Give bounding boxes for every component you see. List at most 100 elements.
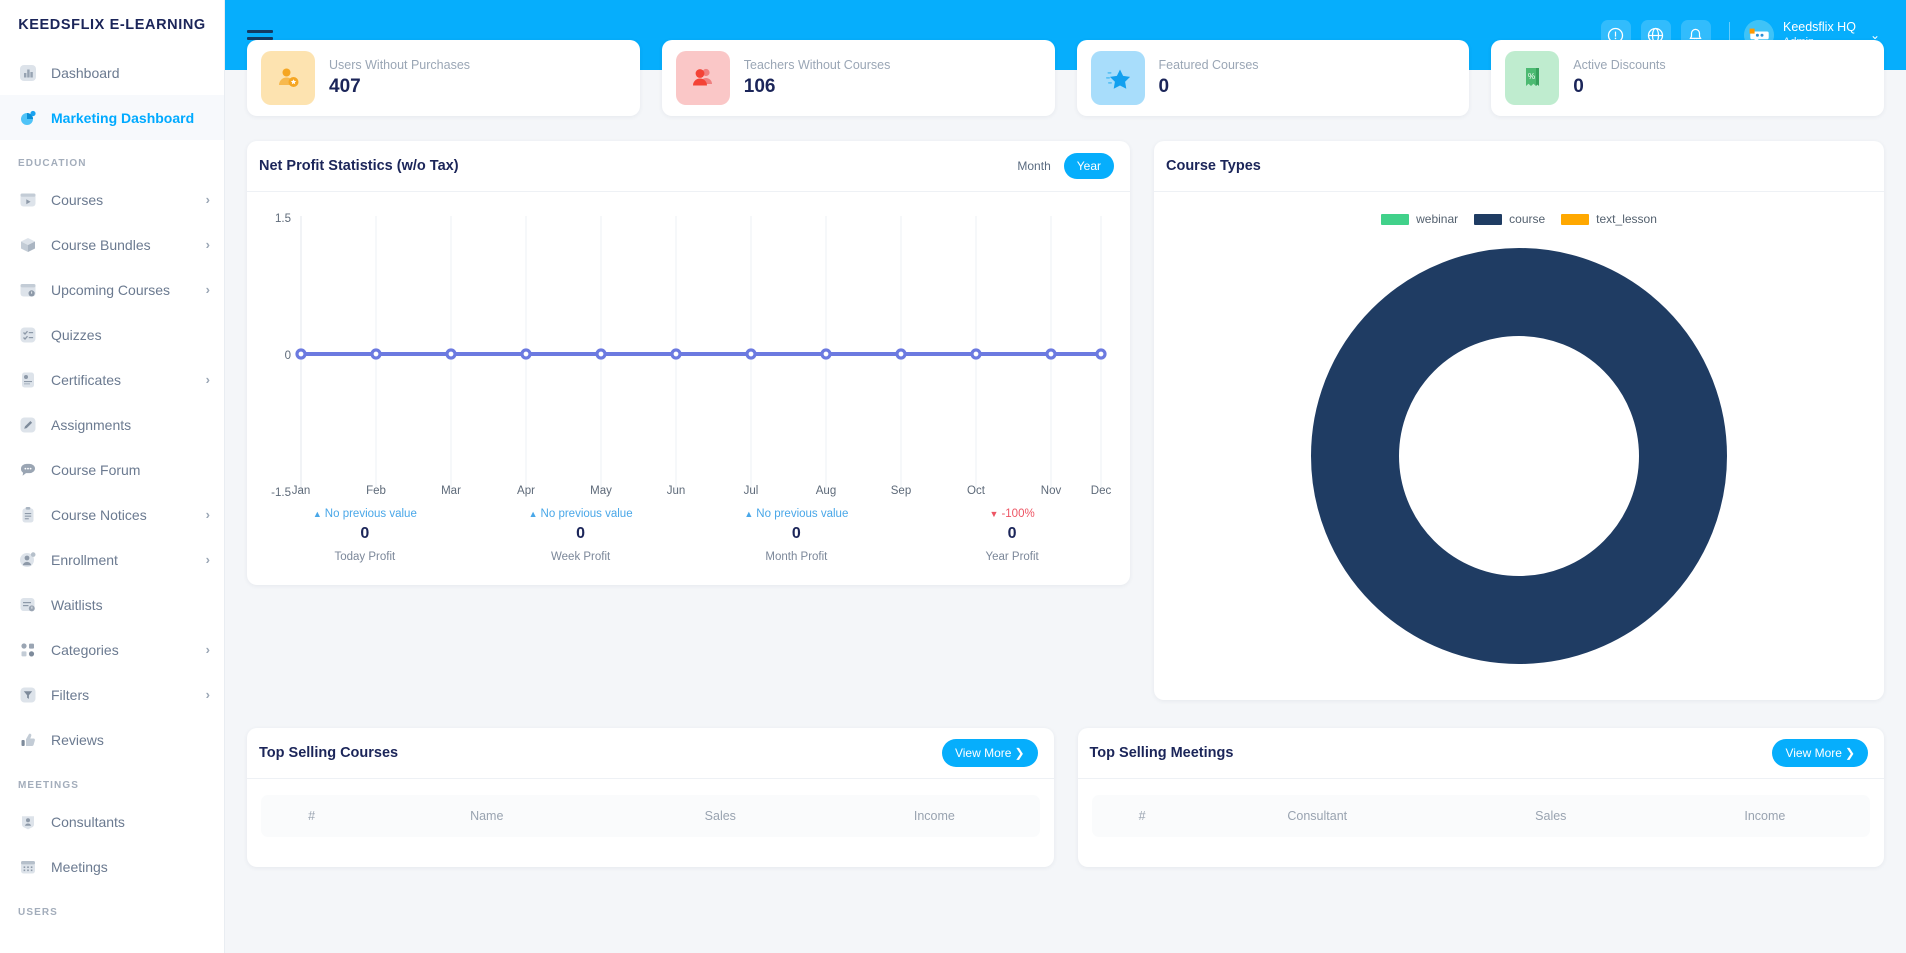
sidebar-item-label: Quizzes [51, 326, 102, 343]
pie-chart-icon [18, 108, 37, 127]
svg-text:Sep: Sep [891, 485, 911, 497]
stat-card-users-without-purchases[interactable]: Users Without Purchases 407 [247, 40, 640, 116]
sidebar-item-waitlists[interactable]: Waitlists [0, 582, 224, 627]
top-selling-courses-panel: Top Selling Courses View More ❯ # Name S… [247, 728, 1054, 867]
svg-text:Jan: Jan [292, 485, 311, 497]
chat-icon [18, 460, 37, 479]
sidebar-section-meetings: Consultants Meetings [0, 799, 224, 889]
profit-today: ▲ No previous value 0 Today Profit [257, 508, 473, 563]
stat-card-active-discounts[interactable]: % Active Discounts 0 [1491, 40, 1884, 116]
legend-swatch [1561, 213, 1590, 225]
sidebar-item-dashboard[interactable]: Dashboard [0, 50, 224, 95]
stat-card-title: Featured Courses [1158, 58, 1259, 72]
svg-text:Mar: Mar [441, 485, 461, 497]
period-year-button[interactable]: Year [1063, 153, 1114, 179]
sidebar-item-enrollment[interactable]: Enrollment › [0, 537, 224, 582]
sidebar-item-label: Certificates [51, 371, 122, 388]
sidebar-item-label: Enrollment [51, 551, 118, 568]
sidebar-item-label: Categories [51, 641, 119, 658]
period-month-button[interactable]: Month [1017, 159, 1051, 173]
donut-legend: webinar course text_lesson [1381, 212, 1657, 226]
profit-label: Year Profit [985, 551, 1039, 563]
panels-row: Net Profit Statistics (w/o Tax) Month Ye… [247, 141, 1884, 700]
chevron-right-icon: › [205, 372, 210, 387]
column-header: # [308, 809, 316, 823]
sidebar-item-course-forum[interactable]: Course Forum [0, 447, 224, 492]
sidebar-section-users-label: USERS [18, 907, 58, 918]
sidebar-item-course-bundles[interactable]: Course Bundles › [0, 222, 224, 267]
donut-chart [1311, 248, 1727, 664]
svg-text:0: 0 [285, 350, 291, 362]
chevron-right-icon: ❯ [1014, 746, 1025, 760]
legend-label: text_lesson [1596, 212, 1657, 226]
sidebar-item-label: Course Notices [51, 506, 147, 523]
pencil-icon [18, 415, 37, 434]
chevron-right-icon: › [205, 507, 210, 522]
sidebar-item-upcoming-courses[interactable]: Upcoming Courses › [0, 267, 224, 312]
brand-logo: KEEDSFLIX E-LEARNING [18, 17, 206, 33]
sidebar-item-label: Course Forum [51, 461, 141, 478]
arrow-up-icon: ▲ [744, 509, 754, 519]
column-header: Sales [1535, 809, 1567, 823]
legend-item-text-lesson[interactable]: text_lesson [1561, 212, 1657, 226]
legend-item-course[interactable]: course [1474, 212, 1545, 226]
sidebar-item-categories[interactable]: Categories › [0, 627, 224, 672]
stat-card-value: 106 [743, 76, 776, 97]
panel-title: Net Profit Statistics (w/o Tax) [259, 158, 459, 174]
stat-card-value: 0 [1158, 76, 1170, 97]
sidebar-item-consultants[interactable]: Consultants [0, 799, 224, 844]
sidebar-item-quizzes[interactable]: Quizzes [0, 312, 224, 357]
svg-text:Oct: Oct [967, 485, 986, 497]
view-more-courses-button[interactable]: View More ❯ [941, 739, 1038, 767]
legend-item-webinar[interactable]: webinar [1381, 212, 1458, 226]
sidebar-item-assignments[interactable]: Assignments [0, 402, 224, 447]
sidebar-item-label: Upcoming Courses [51, 281, 171, 298]
panel-title: Course Types [1166, 158, 1261, 174]
profit-value: 0 [791, 525, 801, 542]
sidebar-item-marketing-dashboard[interactable]: Marketing Dashboard [0, 95, 224, 140]
clipboard-icon [18, 505, 37, 524]
thumbs-up-icon [18, 730, 37, 749]
svg-text:-1.5: -1.5 [271, 487, 291, 496]
profit-delta: No previous value [540, 508, 633, 520]
profit-delta: -100% [1001, 508, 1035, 520]
sidebar-item-label: Filters [51, 686, 90, 703]
tables-row: Top Selling Courses View More ❯ # Name S… [247, 728, 1884, 867]
profit-summary-row: ▲ No previous value 0 Today Profit ▲ No pr… [247, 502, 1130, 585]
legend-swatch [1381, 213, 1410, 225]
sidebar-section-education: Courses › Course Bundles › Upcoming Cour… [0, 177, 224, 762]
bar-chart-icon [18, 63, 37, 82]
sidebar-item-filters[interactable]: Filters › [0, 672, 224, 717]
course-types-panel: Course Types webinar course [1154, 141, 1884, 700]
course-types-chart: webinar course text_lesson [1154, 192, 1884, 700]
column-header: # [1138, 809, 1146, 823]
profit-week: ▲ No previous value 0 Week Profit [473, 508, 689, 563]
sidebar-item-meetings[interactable]: Meetings [0, 844, 224, 889]
view-more-label: View More [954, 746, 1012, 760]
stat-card-featured-courses[interactable]: Featured Courses 0 [1076, 40, 1470, 116]
sidebar-item-label: Course Bundles [51, 236, 151, 253]
sidebar-item-course-notices[interactable]: Course Notices › [0, 492, 224, 537]
profit-delta: No previous value [324, 508, 417, 520]
chevron-right-icon: › [205, 687, 210, 702]
svg-text:Jun: Jun [667, 485, 686, 497]
hamburger-icon[interactable] [247, 26, 273, 44]
table-header-row: # Consultant Sales Income [1091, 795, 1870, 837]
video-course-icon [18, 190, 37, 209]
view-more-meetings-button[interactable]: View More ❯ [1772, 739, 1868, 767]
sidebar-item-certificates[interactable]: Certificates › [0, 357, 224, 402]
svg-text:May: May [590, 485, 612, 497]
svg-text:Dec: Dec [1091, 485, 1112, 497]
grid-icon [18, 640, 37, 659]
column-header: Name [470, 809, 504, 823]
sidebar-item-courses[interactable]: Courses › [0, 177, 224, 222]
user-name: Keedsflix HQ [1782, 20, 1856, 35]
stat-card-teachers-without-courses[interactable]: Teachers Without Courses 106 [661, 40, 1055, 116]
table-header-row: # Name Sales Income [261, 795, 1040, 837]
net-profit-panel: Net Profit Statistics (w/o Tax) Month Ye… [247, 141, 1130, 585]
sidebar-item-reviews[interactable]: Reviews [0, 717, 224, 762]
profit-month: ▲ No previous value 0 Month Profit [689, 508, 905, 563]
sidebar-section-meetings-label: MEETINGS [18, 780, 80, 791]
chevron-down-icon[interactable]: ⌄ [1869, 28, 1880, 42]
profit-label: Week Profit [551, 551, 611, 563]
